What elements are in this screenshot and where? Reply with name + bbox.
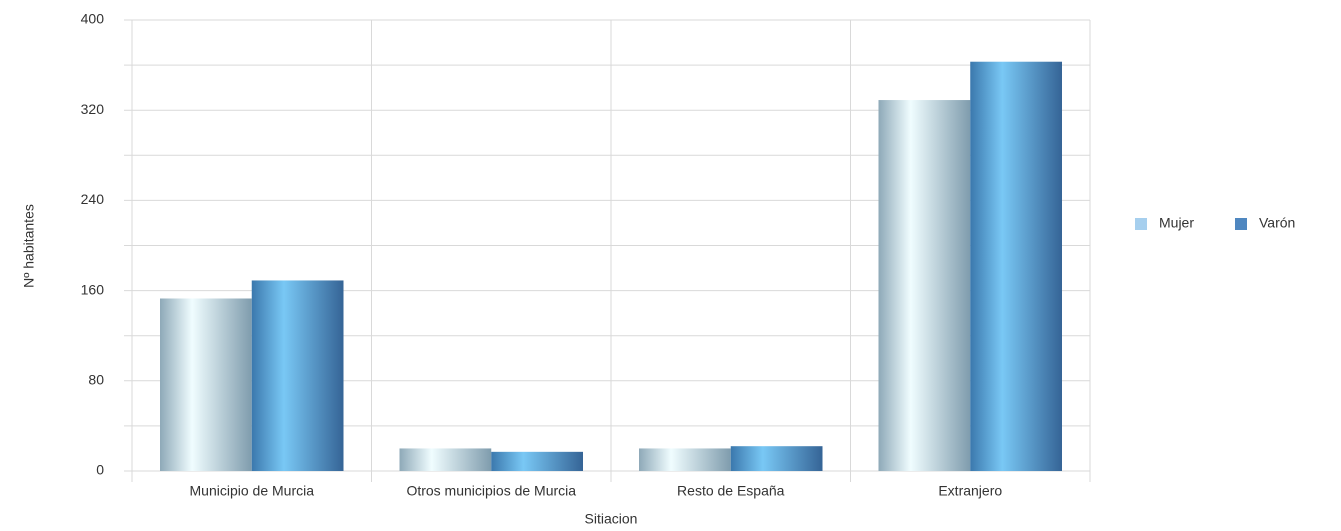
legend-swatch	[1235, 218, 1247, 230]
bar	[160, 298, 252, 471]
bar	[251, 280, 344, 471]
y-tick-label: 0	[96, 462, 104, 478]
x-tick-label: Otros municipios de Murcia	[406, 483, 576, 499]
x-tick-label: Resto de España	[677, 483, 785, 499]
x-tick-label: Extranjero	[938, 483, 1002, 499]
bar	[639, 448, 731, 471]
y-tick-label: 400	[81, 11, 105, 27]
x-tick-label: Municipio de Murcia	[190, 483, 315, 499]
bar	[491, 451, 583, 471]
legend-label: Mujer	[1159, 215, 1194, 231]
y-tick-label: 80	[88, 372, 104, 388]
y-tick-label: 240	[81, 191, 105, 207]
bar	[399, 448, 492, 471]
bar	[730, 446, 823, 471]
x-axis-title: Sitiacion	[585, 511, 638, 527]
y-axis-title: Nº habitantes	[21, 204, 37, 288]
legend-swatch	[1135, 218, 1147, 230]
legend-label: Varón	[1259, 215, 1295, 231]
y-tick-label: 320	[81, 101, 105, 117]
bar	[970, 61, 1062, 471]
bar	[878, 100, 971, 472]
y-tick-label: 160	[81, 281, 105, 297]
